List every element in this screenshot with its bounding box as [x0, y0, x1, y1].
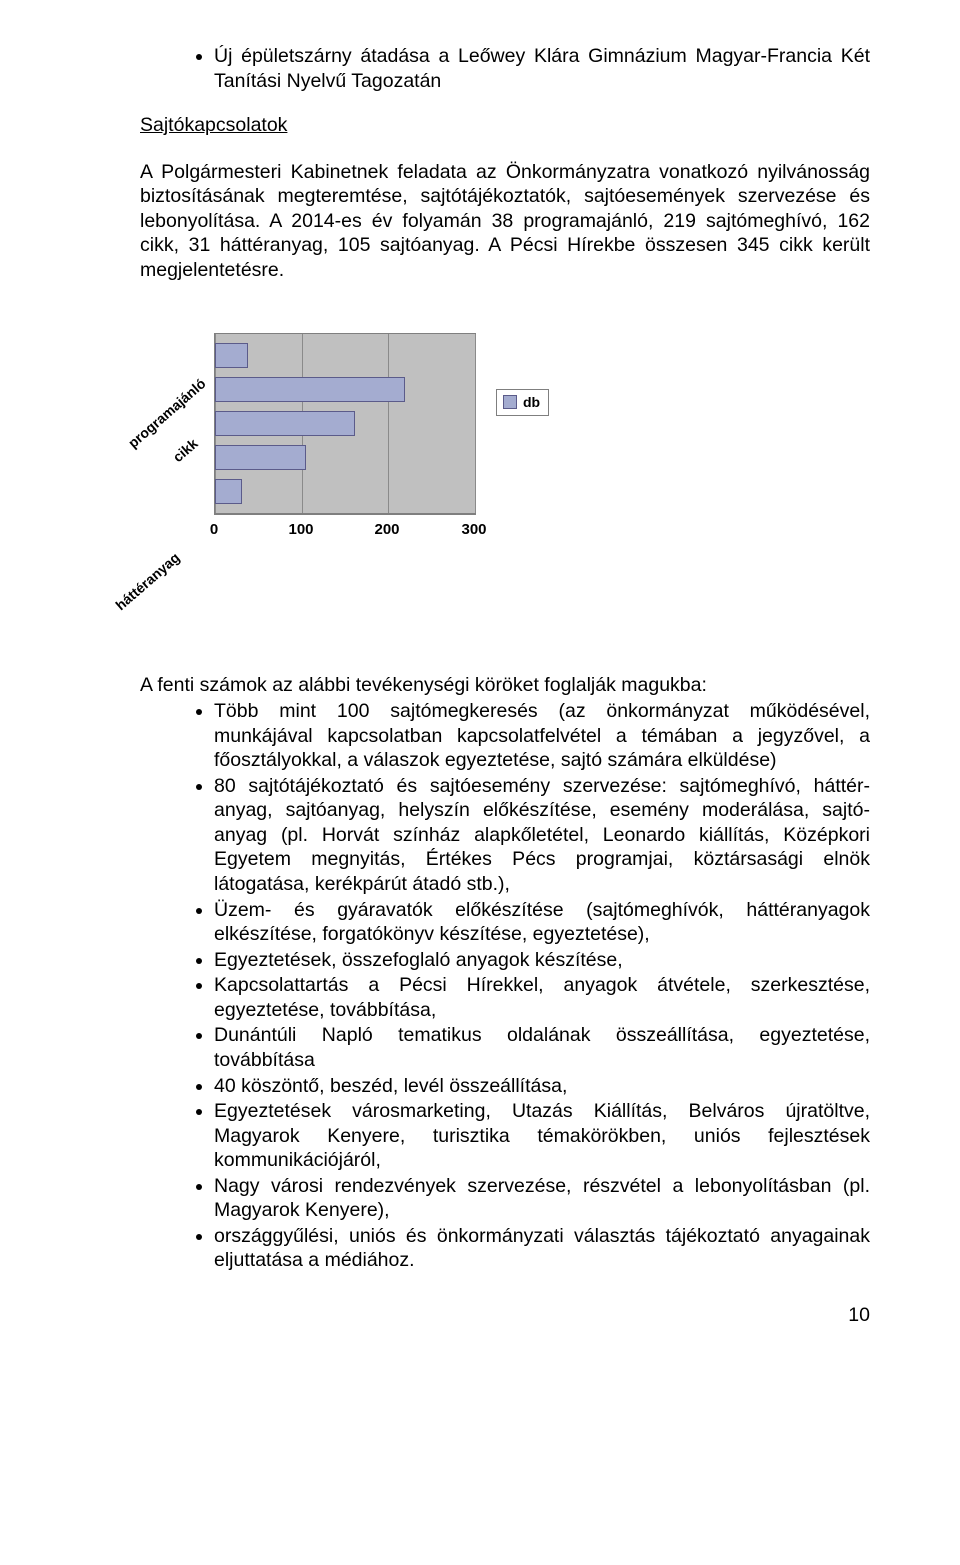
intro-paragraph: A Polgármesteri Kabinetnek feladata az Ö…	[140, 160, 870, 283]
chart-bar	[215, 411, 355, 436]
chart-bar	[215, 479, 242, 504]
chart-bar	[215, 377, 405, 402]
chart-tick: 0	[194, 521, 234, 540]
chart-category-label: háttéranyag	[82, 549, 184, 641]
chart-category-label: cikk	[145, 435, 202, 488]
chart-gridline	[388, 334, 389, 514]
page: Új épületszárny átadása a Leőwey Klára G…	[0, 0, 960, 1372]
body-bullet-item: országgyűlési, uniós és önkormányzati vá…	[214, 1224, 870, 1273]
legend-label: db	[523, 394, 540, 412]
chart-legend: db	[496, 389, 549, 417]
chart-bar	[215, 343, 248, 368]
page-number: 10	[140, 1303, 870, 1328]
chart-plot-area	[214, 333, 476, 515]
body-intro-line: A fenti számok az alábbi tevékenységi kö…	[140, 673, 870, 698]
chart-tick: 100	[281, 521, 321, 540]
top-bullet-list: Új épületszárny átadása a Leőwey Klára G…	[140, 44, 870, 93]
chart-tick: 200	[367, 521, 407, 540]
chart-tick: 300	[454, 521, 494, 540]
body-bullet-item: Egyeztetések, összefoglaló anyagok készí…	[214, 948, 870, 973]
body-bullet-item: Kapcsolattartás a Pécsi Hírekkel, anyago…	[214, 973, 870, 1022]
chart-x-axis	[214, 513, 476, 514]
body-bullet-item: Nagy városi rendezvények szervezése, rés…	[214, 1174, 870, 1223]
body-bullet-item: Dunántúli Napló tematikus oldalának össz…	[214, 1023, 870, 1072]
body-bullet-item: Üzem- és gyáravatók előkészítése (sajtóm…	[214, 898, 870, 947]
body-bullet-list: Több mint 100 sajtómegkeresés (az önkorm…	[140, 699, 870, 1273]
section-title: Sajtókapcsolatok	[140, 113, 870, 138]
body-bullet-item: 80 sajtótájékoztató és sajtóesemény szer…	[214, 774, 870, 897]
press-chart: 0 100 200 300 programajánló cikk háttéra…	[156, 323, 576, 623]
chart-gridline	[475, 334, 476, 514]
body-bullet-item: 40 köszöntő, beszéd, levél összeállítása…	[214, 1074, 870, 1099]
chart-bar	[215, 445, 306, 470]
body-bullet-item: Több mint 100 sajtómegkeresés (az önkorm…	[214, 699, 870, 773]
legend-swatch	[503, 395, 517, 409]
body-bullet-item: Egyeztetések városmarketing, Utazás Kiál…	[214, 1099, 870, 1173]
top-bullet-item: Új épületszárny átadása a Leőwey Klára G…	[214, 44, 870, 93]
